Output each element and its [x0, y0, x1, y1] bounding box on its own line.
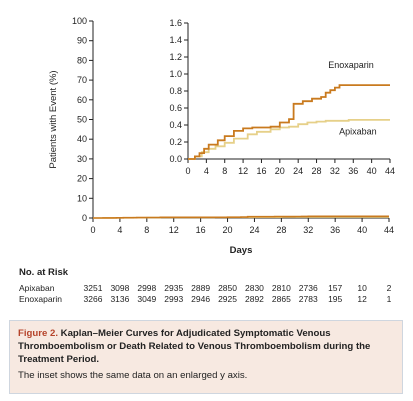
inset-y-tick-label: 0.4: [169, 120, 182, 130]
risk-cell: 2783: [299, 294, 318, 304]
main-x-tick-label: 20: [223, 225, 233, 235]
inset-series-enoxaparin: [188, 84, 390, 160]
risk-cell: 3251: [84, 283, 103, 293]
main-y-tick-label: 40: [77, 134, 87, 144]
main-x-tick-label: 4: [117, 225, 122, 235]
main-x-tick-label: 24: [249, 225, 259, 235]
main-y-tick-label: 60: [77, 95, 87, 105]
main-y-tick-label: 10: [77, 193, 87, 203]
main-y-axis-title: Patients with Event (%): [48, 70, 59, 168]
risk-cell: 2998: [137, 283, 156, 293]
risk-cell: 2925: [218, 294, 237, 304]
risk-cell: 10: [357, 283, 367, 293]
main-x-tick-label: 12: [169, 225, 179, 235]
inset-y-tick-label: 0.0: [169, 154, 182, 164]
inset-y-tick-label: 1.6: [169, 18, 182, 28]
caption-title-text: Kaplan–Meier Curves for Adjudicated Symp…: [18, 328, 371, 365]
risk-cell: 12: [357, 294, 367, 304]
risk-row-label: Enoxaparin: [19, 294, 62, 304]
main-y-tick-label: 50: [77, 115, 87, 125]
risk-cell: 2993: [164, 294, 183, 304]
risk-cell: 2935: [164, 283, 183, 293]
inset-y-tick-label: 0.8: [169, 86, 182, 96]
risk-cell: 2736: [299, 283, 318, 293]
figure-caption: Figure 2. Kaplan–Meier Curves for Adjudi…: [9, 320, 403, 394]
inset-x-tick-label: 28: [312, 166, 322, 176]
main-y-tick-label: 80: [77, 55, 87, 65]
caption-label: Figure 2.: [18, 328, 58, 339]
inset-chart: 0.0 0.2 0.4 0.6 0.8 1.0 1.2 1.4 1.6 0 4 8 12 16 20 24 28…: [169, 18, 395, 176]
inset-x-tick-label: 40: [367, 166, 377, 176]
main-x-tick-label: 28: [276, 225, 286, 235]
main-x-axis-title: Days: [230, 245, 253, 256]
risk-cell: 1: [387, 294, 392, 304]
main-x-tick-label: 32: [303, 225, 313, 235]
risk-cell: 3098: [110, 283, 129, 293]
risk-cell: 2865: [272, 294, 291, 304]
risk-cell: 157: [328, 283, 342, 293]
risk-cell: 2810: [272, 283, 291, 293]
inset-x-tick-label: 32: [330, 166, 340, 176]
risk-cell: 3049: [137, 294, 156, 304]
inset-x-tick-label: 0: [185, 166, 190, 176]
risk-table-title: No. at Risk: [19, 267, 69, 278]
inset-x-tick-label: 16: [256, 166, 266, 176]
main-x-tick-label: 40: [357, 225, 367, 235]
main-x-tick-label: 36: [330, 225, 340, 235]
inset-x-tick-label: 44: [385, 166, 395, 176]
inset-y-tick-label: 0.2: [169, 137, 182, 147]
main-x-tick-label: 8: [144, 225, 149, 235]
main-y-tick-label: 100: [72, 16, 87, 26]
inset-y-tick-label: 1.2: [169, 52, 182, 62]
risk-cell: 2889: [191, 283, 210, 293]
risk-cell: 3136: [110, 294, 129, 304]
inset-label-enoxaparin: Enoxaparin: [328, 60, 374, 70]
risk-cell: 2830: [245, 283, 264, 293]
risk-cell: 2: [387, 283, 392, 293]
main-x-tick-label: 44: [384, 225, 394, 235]
inset-x-tick-label: 20: [275, 166, 285, 176]
caption-note: The inset shows the same data on an enla…: [18, 370, 248, 381]
risk-cell: 2892: [245, 294, 264, 304]
main-y-tick-label: 90: [77, 36, 87, 46]
main-y-tick-label: 70: [77, 75, 87, 85]
main-x-tick-label: 16: [196, 225, 206, 235]
caption-title: Figure 2. Kaplan–Meier Curves for Adjudi…: [18, 328, 370, 365]
inset-x-tick-label: 24: [293, 166, 303, 176]
inset-y-tick-label: 1.0: [169, 69, 182, 79]
inset-y-tick-label: 0.6: [169, 103, 182, 113]
inset-x-tick-label: 12: [238, 166, 248, 176]
main-x-tick-label: 0: [90, 225, 95, 235]
risk-cell: 2946: [191, 294, 210, 304]
main-series-enoxaparin: [93, 215, 389, 219]
main-y-tick-label: 30: [77, 154, 87, 164]
risk-cell: 195: [328, 294, 342, 304]
main-y-tick-label: 0: [82, 213, 87, 223]
inset-x-tick-label: 36: [348, 166, 358, 176]
main-y-tick-label: 20: [77, 174, 87, 184]
risk-cell: 2850: [218, 283, 237, 293]
inset-y-tick-label: 1.4: [169, 35, 182, 45]
inset-x-tick-label: 4: [204, 166, 209, 176]
inset-label-apixaban: Apixaban: [339, 126, 377, 136]
inset-x-tick-label: 8: [222, 166, 227, 176]
risk-cell: 3266: [84, 294, 103, 304]
risk-row-label: Apixaban: [19, 283, 55, 293]
